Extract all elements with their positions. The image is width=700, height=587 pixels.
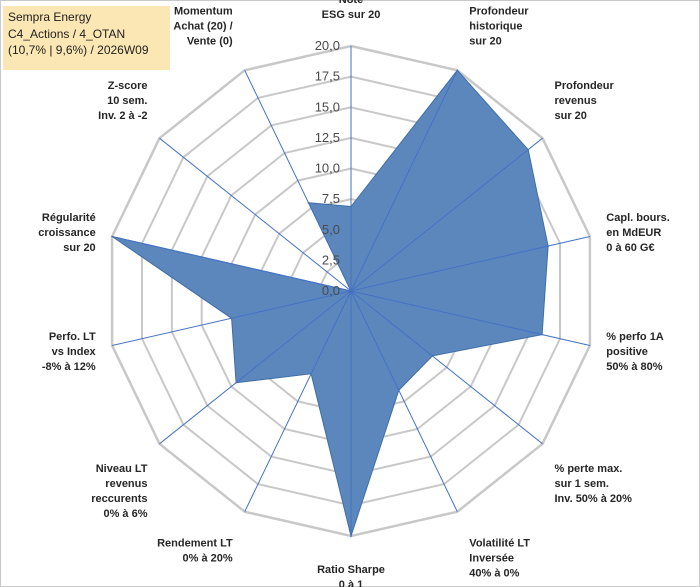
axis-label: % perte max. sur 1 sem. Inv. 50% à 20% (555, 463, 633, 505)
axis-label: Perfo. LT vs Index -8% à 12% (42, 331, 97, 373)
axis-label-line: sur 20 (63, 242, 95, 254)
r-tick-label: 10,0 (315, 161, 340, 176)
axis-label-line: Niveau LT (96, 463, 148, 475)
axis-label: Profondeur revenus sur 20 (555, 80, 615, 122)
r-tick-label: 20,0 (315, 38, 340, 53)
axis-label-line: Inv. 50% à 20% (555, 493, 633, 505)
axis-label-line: vs Index (52, 346, 97, 358)
axis-label-line: sur 20 (469, 36, 501, 48)
radar-tick-labels: 0,0 2,5 5,0 7,5 10,0 12,5 15,0 17,5 20,0 (315, 38, 340, 298)
axis-spoke (350, 290, 591, 346)
axis-label-line: croissance (38, 227, 95, 239)
performance-period: (10,7% | 9,6%) / 2026W09 (8, 43, 149, 57)
r-tick-label: 17,5 (315, 69, 340, 84)
axis-spoke (244, 70, 352, 292)
axis-label-line: Inversée (469, 553, 514, 565)
axis-label-line: revenus (555, 95, 597, 107)
axis-label-line: Profondeur (555, 80, 615, 92)
r-tick-label: 2,5 (322, 252, 340, 267)
axis-label-line: Capl. bours. (606, 212, 670, 224)
axis-label-line: Inv. 2 à -2 (98, 110, 147, 122)
r-tick-label: 0,0 (322, 283, 340, 298)
axis-label-line: Z-score (108, 80, 148, 92)
axis-label-line: revenus (105, 478, 147, 490)
r-tick-label: 12,5 (315, 130, 340, 145)
axis-label-line: 50% à 80% (606, 361, 662, 373)
axis-label-line: Ratio Sharpe (317, 564, 385, 576)
axis-label: Volatilité LT Inversée 40% à 0% (469, 538, 530, 580)
axis-label-line: Perfo. LT (49, 331, 96, 343)
r-tick-label: 5,0 (322, 222, 340, 237)
axis-label-line: ESG sur 20 (322, 9, 381, 21)
axis-label: Profondeur historique sur 20 (469, 6, 529, 48)
axis-label-line: Profondeur (469, 6, 529, 18)
axis-label-line: Note (339, 0, 363, 6)
axis-label-line: reccurents (91, 493, 147, 505)
axis-spoke (350, 137, 543, 292)
r-tick-label: 7,5 (322, 191, 340, 206)
r-tick-label: 15,0 (315, 99, 340, 114)
axis-label: Niveau LT revenus reccurents 0% à 6% (91, 463, 148, 520)
axis-label: % perfo 1A positive 50% à 80% (606, 331, 664, 373)
axis-label-line: 0% à 6% (103, 508, 147, 520)
axis-label-line: historique (469, 21, 522, 33)
axis-spoke (350, 290, 458, 512)
axis-label-line: sur 20 (555, 110, 587, 122)
axis-label-line: en MdEUR (606, 227, 661, 239)
axis-spoke (111, 236, 352, 292)
radar-spokes (111, 46, 591, 536)
axis-label-line: Rendement LT (157, 538, 233, 550)
axis-spoke (159, 137, 352, 292)
axis-label-line: sur 1 sem. (555, 478, 609, 490)
axis-label: Momentum Achat (20) / Vente (0) (173, 6, 233, 48)
info-box: Sempra Energy C4_Actions / 4_OTAN (10,7%… (3, 6, 170, 70)
axis-label-line: 0% à 20% (183, 553, 233, 565)
axis-label: Ratio Sharpe 0 à 1 (317, 564, 385, 587)
axis-label-line: Vente (0) (187, 36, 233, 48)
axis-label-line: % perte max. (555, 463, 623, 475)
axis-label-line: 10 sem. (107, 95, 147, 107)
axis-spoke (350, 70, 458, 292)
axis-spoke (350, 290, 543, 445)
radar-axis-labels: Note ESG sur 20 Profondeur historique sur 20… (38, 0, 670, 587)
axis-label: Capl. bours. en MdEUR 0 à 60 G€ (606, 212, 670, 254)
axis-label-line: Momentum (174, 6, 233, 18)
axis-label-line: 40% à 0% (469, 568, 519, 580)
axis-label-line: Régularité (42, 212, 96, 224)
axis-label-line: -8% à 12% (42, 361, 96, 373)
axis-label: Z-score 10 sem. Inv. 2 à -2 (98, 80, 147, 122)
axis-label-line: positive (606, 346, 648, 358)
axis-label-line: 0 à 60 G€ (606, 242, 654, 254)
axis-label-line: Volatilité LT (469, 538, 530, 550)
axis-spoke (111, 290, 352, 346)
axis-label-line: % perfo 1A (606, 331, 664, 343)
axis-label: Régularité croissance sur 20 (38, 212, 95, 254)
axis-spoke (244, 290, 352, 512)
axis-spoke (350, 236, 591, 292)
company-name: Sempra Energy (8, 10, 92, 24)
axis-label: Note ESG sur 20 (322, 0, 381, 21)
portfolio-category: C4_Actions / 4_OTAN (8, 26, 126, 41)
axis-label-line: 0 à 1 (339, 579, 363, 587)
axis-spoke (159, 290, 352, 445)
axis-label: Rendement LT 0% à 20% (157, 538, 233, 565)
axis-label-line: Achat (20) / (173, 21, 232, 33)
